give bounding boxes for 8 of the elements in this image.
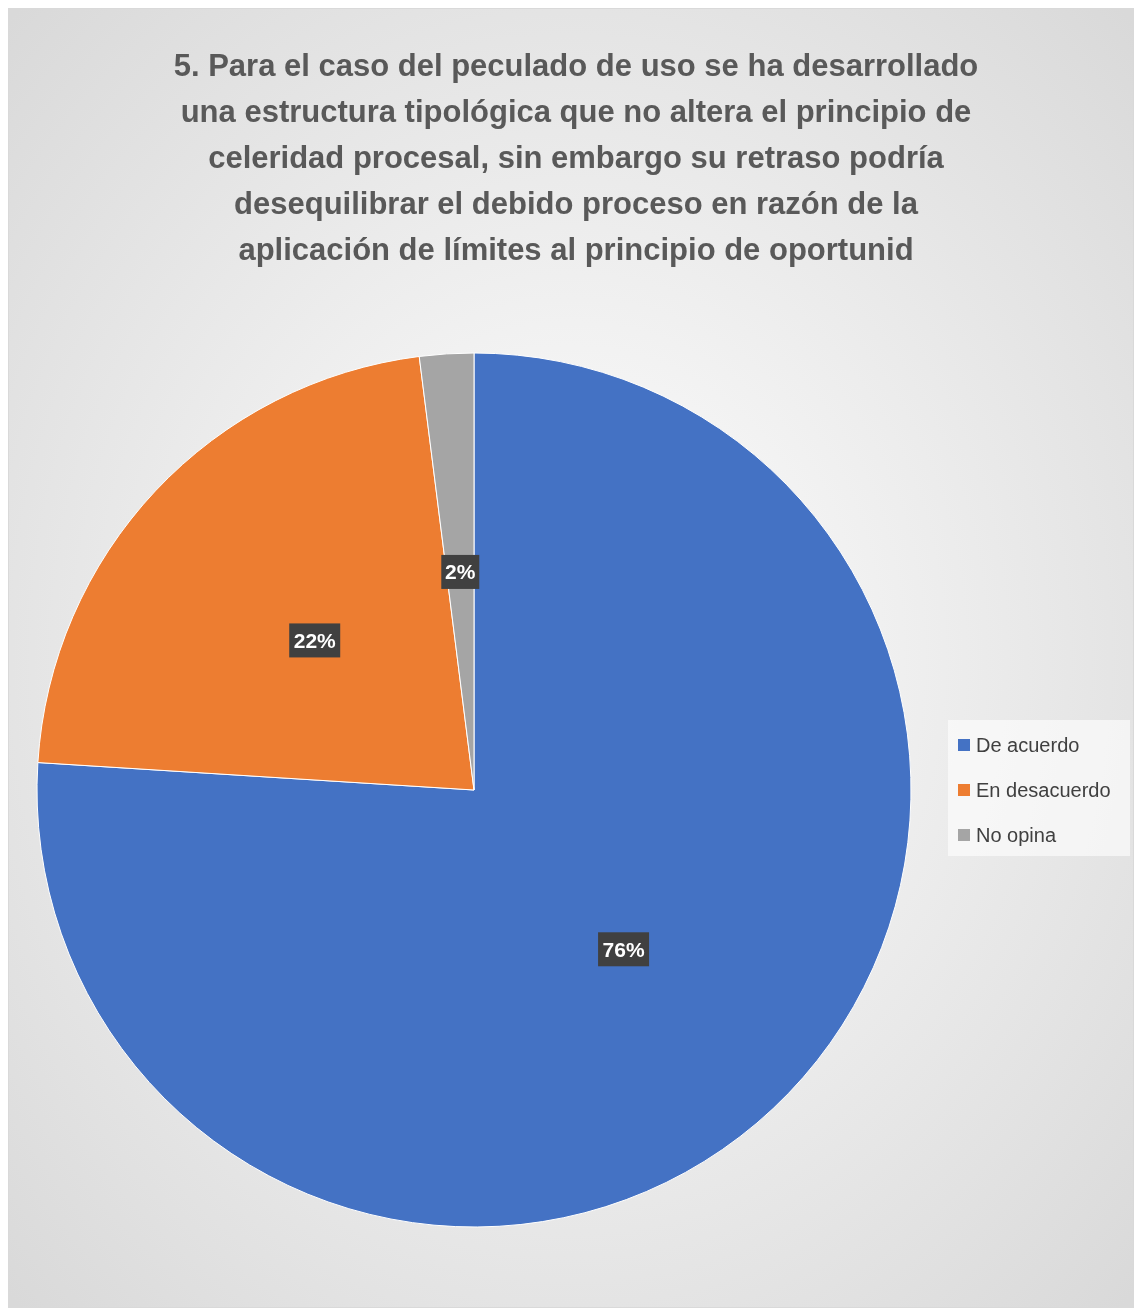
legend-label: No opina (976, 824, 1057, 846)
pie-slice (37, 352, 912, 1228)
legend-label: En desacuerdo (976, 779, 1111, 801)
chart-title: 5. Para el caso del peculado de uso se ha desarrollado una estructura tipológica que no altera el principio de celeridad procesal, sin embargo su retraso podría desequilibrar el debido proceso en razón de la aplicación de límites al principio de oportunid (173, 48, 979, 267)
slice-label: De acuerdo (976, 734, 1080, 756)
data-label: 76% (602, 937, 645, 961)
data-label: 22% (293, 628, 337, 652)
data-label: 2% (445, 560, 476, 584)
